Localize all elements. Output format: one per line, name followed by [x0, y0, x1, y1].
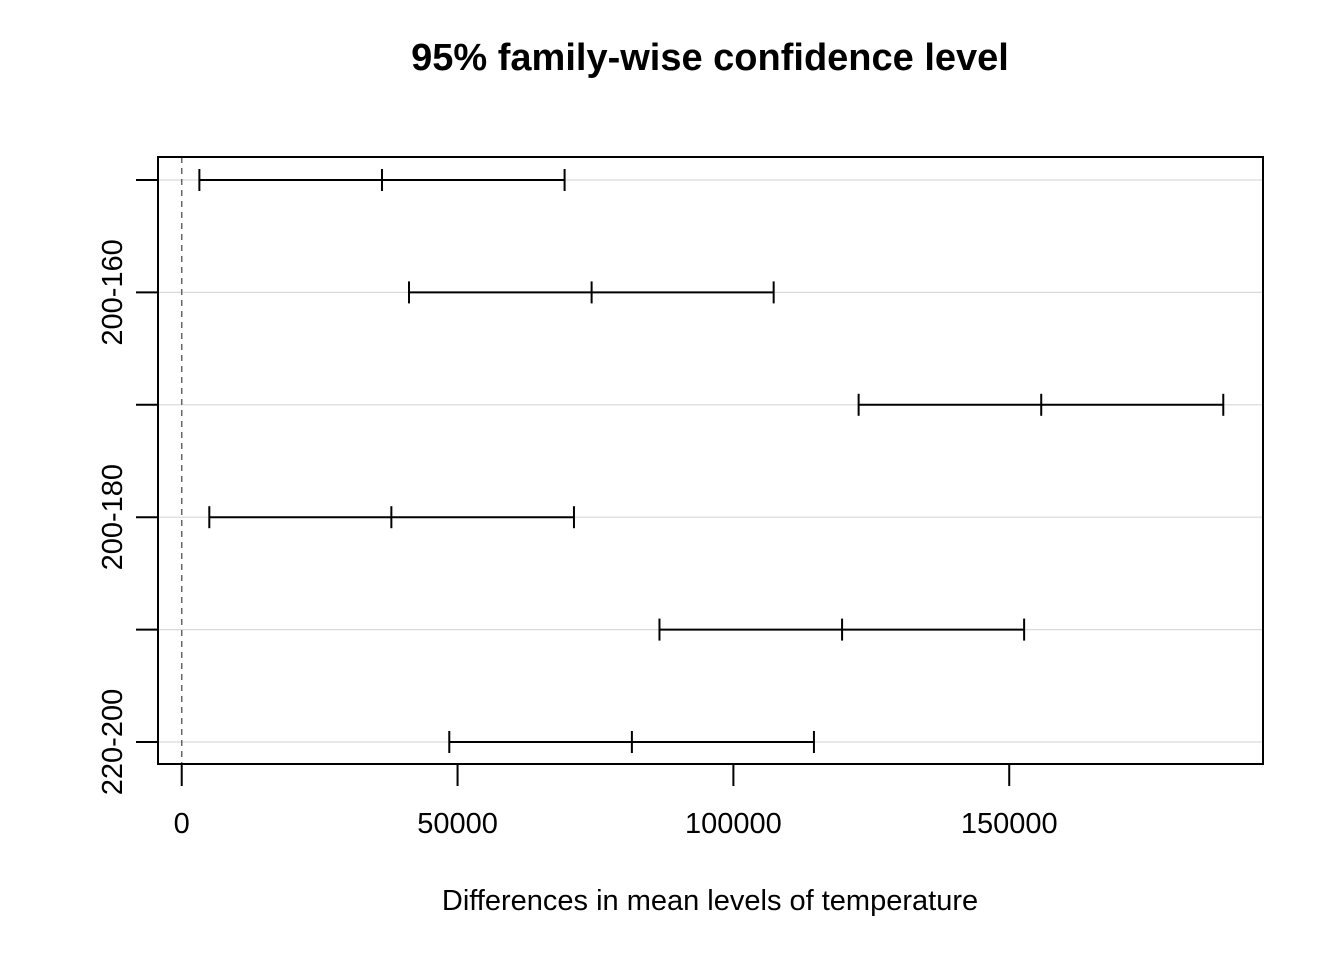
interval-bar [408, 281, 775, 304]
x-tick-label: 50000 [417, 808, 498, 840]
x-axis: 0 50000 100000 150000 [174, 763, 1058, 840]
interval-bar [658, 618, 1026, 641]
interval-bar [857, 393, 1225, 416]
y-tick-label: 220-200 [97, 689, 129, 795]
gridlines [158, 179, 1263, 743]
plot-frame [157, 156, 1264, 765]
x-axis-title: Differences in mean levels of temperatur… [442, 885, 978, 917]
x-tick-label: 150000 [961, 808, 1058, 840]
y-axis: 200-160 200-180 220-200 [97, 179, 158, 795]
interval-bars [198, 169, 1225, 753]
x-tick-label: 100000 [685, 808, 782, 840]
interval-bar [208, 506, 575, 529]
chart-title: 95% family-wise confidence level [411, 37, 1009, 79]
y-tick-label: 200-180 [97, 464, 129, 570]
interval-bar [448, 731, 815, 753]
y-tick-label: 200-160 [97, 239, 129, 345]
x-tick-label: 0 [174, 808, 190, 840]
interval-bar [198, 169, 566, 191]
